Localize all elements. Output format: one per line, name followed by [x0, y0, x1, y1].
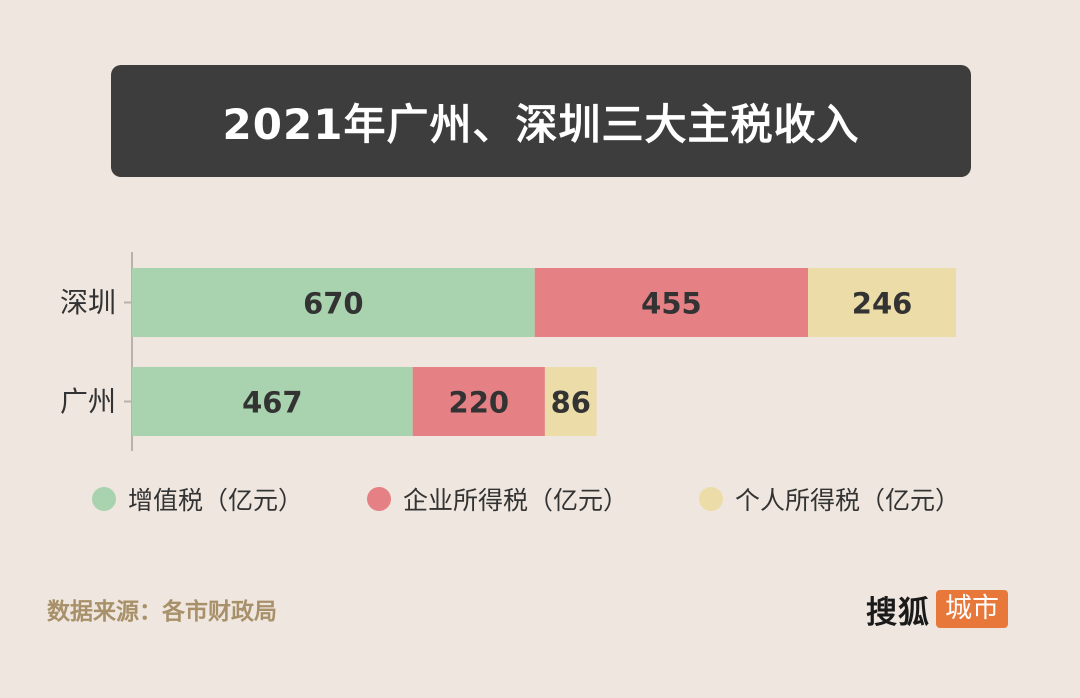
bar-guangzhou-corporate-tax [412, 367, 545, 436]
data-label-guangzhou-personal-tax: 86 [551, 386, 591, 420]
data-label-guangzhou-corporate-tax: 220 [449, 386, 510, 420]
legend-swatch-vat [92, 487, 116, 511]
bar-guangzhou-vat [132, 367, 413, 436]
chart-title: 2021年广州、深圳三大主税收入 [222, 99, 860, 149]
brand-logo: 搜狐 城市 [866, 588, 1008, 631]
title-banner: 2021年广州、深圳三大主税收入 [111, 65, 971, 177]
brand-tag: 城市 [936, 590, 1008, 628]
bar-shenzhen-corporate-tax [534, 268, 809, 337]
bar-guangzhou-personal-tax [544, 367, 597, 436]
legend-swatch-personal-tax [699, 487, 723, 511]
legend-label-corporate-tax: 企业所得税（亿元） [403, 486, 629, 515]
legend-item-vat: 增值税（亿元） [92, 482, 303, 516]
legend-label-personal-tax: 个人所得税（亿元） [735, 486, 961, 515]
legend-item-personal-tax: 个人所得税（亿元） [699, 482, 960, 516]
data-label-shenzhen-vat: 670 [303, 287, 364, 321]
data-label-guangzhou-vat: 467 [242, 386, 303, 420]
legend-swatch-corporate-tax [367, 487, 391, 511]
legend-item-corporate-tax: 企业所得税（亿元） [367, 482, 628, 516]
category-label-shenzhen: 深圳 [60, 286, 116, 319]
data-source-note: 数据来源：各市财政局 [47, 599, 277, 625]
data-label-shenzhen-personal-tax: 246 [852, 287, 913, 321]
brand-name: 搜狐 [866, 594, 930, 631]
legend-label-vat: 增值税（亿元） [128, 486, 304, 515]
bar-shenzhen-personal-tax [808, 268, 956, 337]
data-label-shenzhen-corporate-tax: 455 [641, 287, 702, 321]
category-label-guangzhou: 广州 [60, 385, 116, 418]
bar-shenzhen-vat [132, 268, 535, 337]
legend: 增值税（亿元） 企业所得税（亿元） 个人所得税（亿元） [0, 482, 1080, 516]
